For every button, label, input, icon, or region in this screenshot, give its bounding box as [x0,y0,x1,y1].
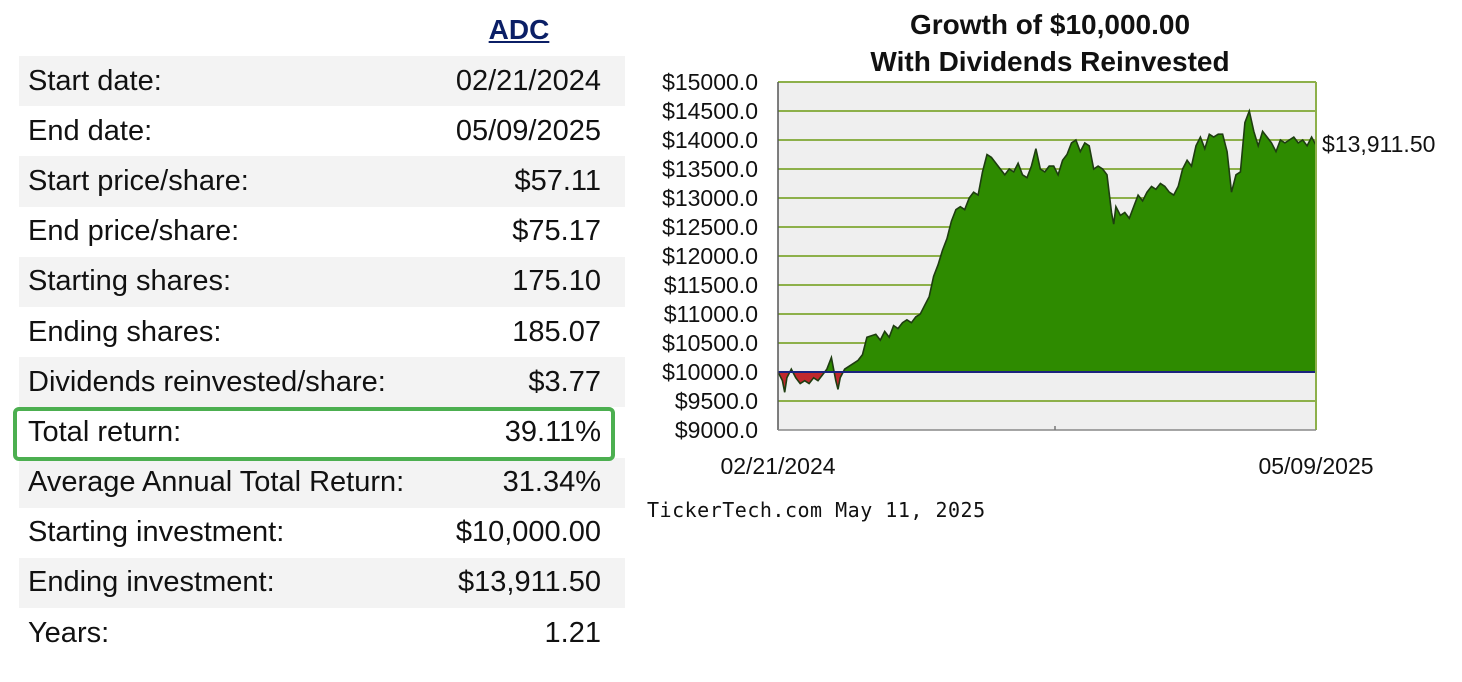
y-tick-label: $10000.0 [662,359,758,385]
total-return-highlight [13,407,615,461]
stat-row: Starting shares: 175.10 [19,256,625,307]
stat-row: End price/share: $75.17 [19,207,625,257]
stat-label: Total return: [28,415,182,448]
stat-label: End date: [28,114,153,147]
chart-title-line1: Growth of $10,000.00 [909,9,1191,40]
y-tick-label: $13000.0 [662,185,758,211]
y-tick-label: $9000.0 [675,417,758,443]
y-tick-label: $13500.0 [662,156,758,182]
y-tick-label: $11000.0 [664,301,758,327]
chart-title-line2: With Dividends Reinvested [870,46,1230,77]
y-tick-label: $12500.0 [662,214,758,240]
stat-label: Starting investment: [28,516,285,549]
stat-value: 39.11% [504,415,601,448]
x-tick-label: 02/21/2024 [720,453,835,479]
stat-value: $57.11 [514,164,601,197]
y-tick-label: $11500.0 [664,272,758,298]
stat-label: Start date: [28,64,162,97]
stat-value: $10,000.00 [455,516,601,549]
stat-label: Starting shares: [28,265,232,298]
stat-value: $13,911.50 [458,566,601,599]
stat-row: Ending shares: 185.07 [19,307,625,357]
stat-row: Start date: 02/21/2024 [19,56,625,107]
y-tick-label: $9500.0 [675,388,758,414]
y-tick-label: $12000.0 [662,243,758,269]
stat-row: End date: 05/09/2025 [19,106,625,156]
stat-row: Total return: 39.11% [19,407,625,458]
stat-row: Ending investment: $13,911.50 [19,557,625,609]
stat-label: Ending investment: [28,566,275,599]
stat-value: 185.07 [512,315,601,348]
y-tick-label: $14000.0 [662,127,758,153]
stat-label: End price/share: [28,215,240,248]
stat-row: Starting investment: $10,000.00 [19,508,625,558]
stat-value: 31.34% [502,466,601,499]
stats-rows: Start date: 02/21/2024 End date: 05/09/2025… [19,56,625,658]
y-tick-label: $10500.0 [662,330,758,356]
y-tick-label: $15000.0 [662,69,758,95]
source-credit: TickerTech.com May 11, 2025 [647,498,986,522]
y-tick-label: $14500.0 [662,98,758,124]
series-line [777,108,1317,393]
stat-label: Start price/share: [28,164,249,197]
stat-row: Years: 1.21 [19,608,625,658]
chart-title: Growth of $10,000.00 With Dividends Rein… [780,6,1320,80]
stat-value: $3.77 [528,365,601,398]
stat-value: 02/21/2024 [455,64,601,97]
stat-label: Average Annual Total Return: [28,466,405,499]
stat-row: Dividends reinvested/share: $3.77 [19,357,625,408]
stat-value: 175.10 [512,265,601,298]
stat-label: Dividends reinvested/share: [28,365,386,398]
stat-row: Average Annual Total Return: 31.34% [19,457,625,508]
stats-table: ADC Start date: 02/21/2024 End date: 05/09/… [19,8,625,658]
stat-row: Start price/share: $57.11 [19,156,625,207]
stat-label: Ending shares: [28,315,222,348]
x-tick-label: 05/09/2025 [1258,453,1373,479]
stat-value: 05/09/2025 [455,114,601,147]
stat-label: Years: [28,616,110,649]
stat-value: $75.17 [512,215,601,248]
stat-value: 1.21 [544,616,601,649]
end-value-label: $13,911.50 [1322,131,1435,157]
ticker-symbol[interactable]: ADC [488,14,550,45]
